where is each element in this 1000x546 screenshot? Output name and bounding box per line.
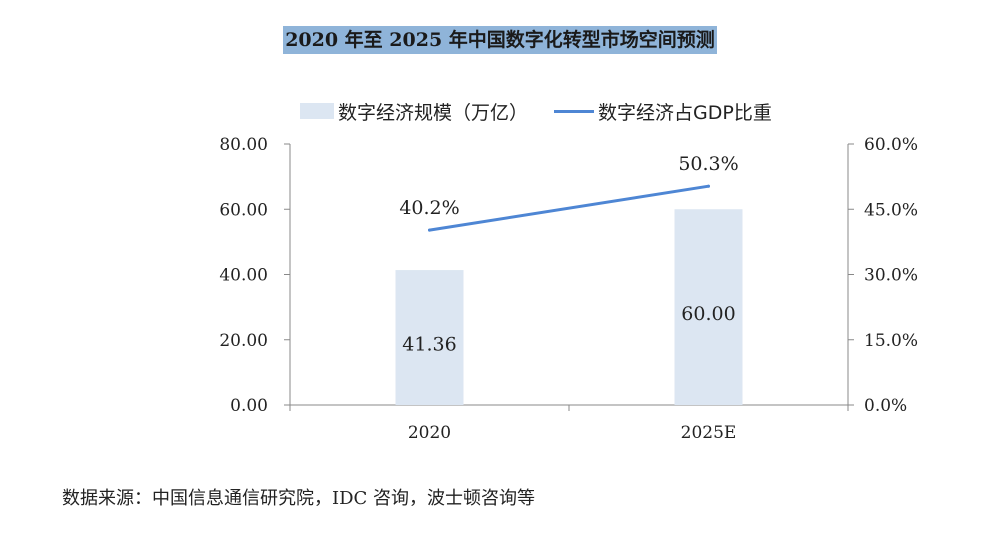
line-series	[428, 184, 710, 232]
line-point	[428, 228, 431, 232]
line-point	[707, 184, 710, 188]
legend-line-swatch	[554, 109, 595, 113]
legend-line-label: 数字经济占GDP比重	[598, 101, 772, 124]
line-data-label: 40.2%	[399, 197, 459, 219]
right-tick-label: 60.0%	[864, 135, 918, 155]
x-tick-label: 2020	[408, 423, 451, 443]
line-data-label: 50.3%	[678, 153, 738, 175]
chart-title: 2020 年至 2025 年中国数字化转型市场空间预测	[283, 26, 717, 54]
bar-data-label: 41.36	[402, 334, 456, 356]
left-tick-label: 60.00	[219, 200, 268, 220]
chart-title-wrap: 2020 年至 2025 年中国数字化转型市场空间预测	[0, 26, 1000, 54]
legend: 数字经济规模（万亿） 数字经济占GDP比重	[300, 96, 798, 126]
bar	[395, 270, 464, 405]
left-tick-label: 0.00	[230, 396, 268, 416]
legend-item-bar: 数字经济规模（万亿）	[300, 98, 528, 125]
data-source: 数据来源：中国信息通信研究院，IDC 咨询，波士顿咨询等	[62, 488, 536, 509]
right-tick-label: 30.0%	[864, 266, 918, 286]
right-tick-label: 0.0%	[864, 396, 907, 416]
left-tick-label: 20.00	[219, 331, 268, 351]
legend-bar-label: 数字经济规模（万亿）	[338, 101, 529, 124]
left-tick-label: 40.00	[219, 266, 268, 286]
legend-item-line: 数字经济占GDP比重	[554, 98, 772, 125]
bar	[674, 209, 743, 405]
bar-data-label: 60.00	[681, 303, 735, 325]
left-tick-label: 80.00	[219, 135, 268, 155]
right-tick-label: 15.0%	[864, 331, 918, 351]
legend-bar-swatch	[300, 103, 334, 119]
right-tick-label: 45.0%	[864, 200, 918, 220]
x-tick-label: 2025E	[681, 423, 737, 443]
